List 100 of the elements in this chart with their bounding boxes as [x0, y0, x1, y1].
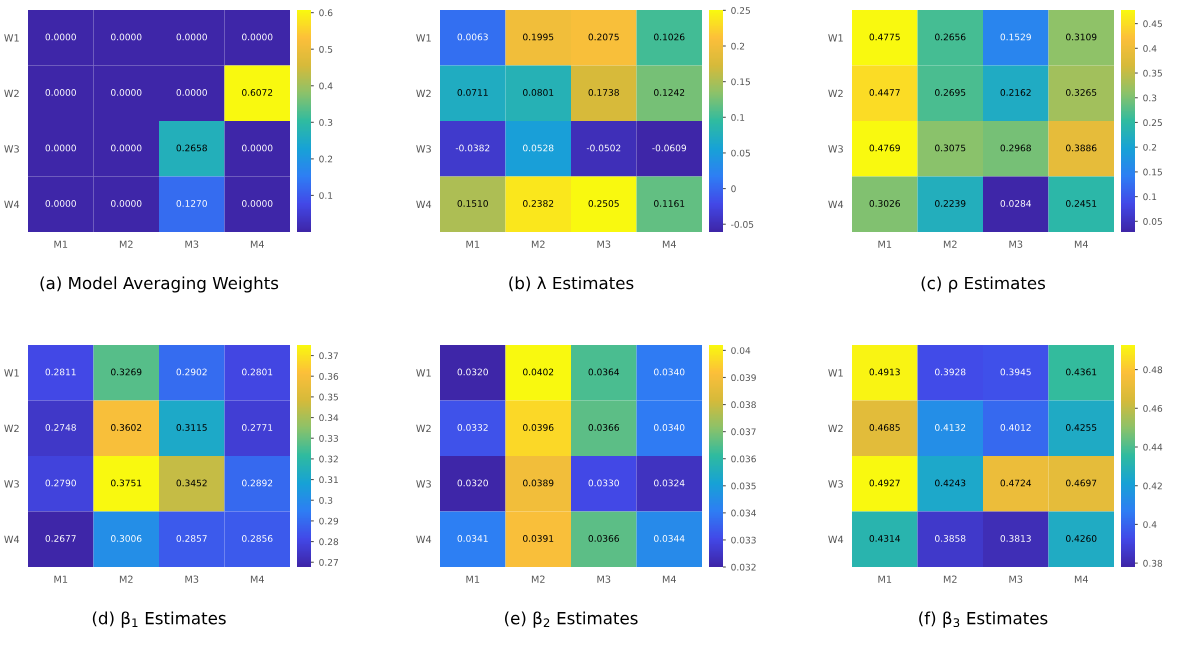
data-label: 0.3751: [111, 479, 142, 487]
data-label: 0.0324: [654, 479, 685, 487]
text: (a) Model Averaging Weights: [40, 276, 279, 293]
data-label: 0.2811: [45, 368, 76, 376]
x-tick-label: M1: [54, 575, 68, 583]
y-tick-label: W2: [416, 424, 431, 432]
data-label: 0.4697: [1066, 479, 1097, 487]
data-label: 0.0332: [457, 424, 488, 431]
color-bar-label: 0.1: [319, 192, 333, 199]
data-label: 0.0389: [523, 479, 554, 487]
data-label: 0.0320: [457, 368, 488, 376]
color-bar-label: 0.37: [319, 352, 338, 360]
data-label: 0.2382: [523, 200, 554, 207]
color-bar-label: 0.4: [1143, 45, 1157, 52]
y-tick-label: W4: [828, 200, 844, 208]
data-label: 0.1738: [588, 89, 619, 96]
data-label: 0.3269: [111, 368, 142, 376]
data-label: 0.0000: [176, 33, 207, 41]
x-tick-label: M1: [54, 240, 68, 248]
y-tick-label: W4: [416, 200, 432, 208]
data-label: 0.3026: [869, 200, 900, 207]
data-label: 0.4477: [869, 89, 900, 96]
color-bar-label: 0.5: [319, 45, 333, 53]
data-label: 0.1242: [654, 89, 685, 96]
data-label: 0.3452: [176, 479, 207, 487]
data-label: 0.0320: [457, 479, 488, 487]
color-bar-label: 0.034: [731, 509, 756, 517]
data-label: 0.0000: [176, 89, 207, 96]
data-label: 0.3928: [935, 368, 966, 376]
color-bar-label: 0.3: [319, 496, 333, 504]
data-label: 0.3075: [935, 144, 966, 152]
data-label: 0.1995: [523, 33, 554, 41]
y-tick-label: W1: [4, 369, 19, 377]
data-label: 0.0366: [588, 535, 619, 542]
data-label: 0.0340: [654, 424, 685, 431]
data-label: 0.1270: [176, 200, 207, 207]
y-tick-label: W4: [828, 535, 844, 543]
y-tick-label: W3: [416, 480, 431, 488]
data-label: 0.2801: [242, 368, 273, 376]
x-tick-label: M1: [466, 575, 480, 583]
y-tick-label: W2: [828, 89, 843, 97]
x-tick-label: M4: [662, 240, 676, 248]
data-label: 0.4260: [1066, 535, 1097, 542]
y-tick-label: W1: [416, 369, 431, 377]
data-label: 0.6072: [242, 89, 273, 96]
data-label: 0.1161: [654, 200, 685, 207]
color-bar-label: 0.039: [731, 374, 756, 382]
data-label: 0.3886: [1066, 144, 1097, 152]
y-tick-label: W4: [4, 535, 20, 543]
color-bar-label: 0.4: [1143, 521, 1157, 528]
data-label: 0.4769: [869, 144, 900, 152]
x-tick-label: M1: [466, 240, 480, 248]
color-bar-label: 0.34: [319, 414, 339, 422]
text: (e) β$_{2}$ Estimates: [505, 611, 638, 628]
color-bar-label: 0.44: [1143, 443, 1163, 451]
data-label: 0.0366: [588, 424, 619, 431]
color-bar-label: 0.35: [1143, 69, 1162, 77]
x-tick-label: M3: [1009, 575, 1023, 583]
data-label: 0.2892: [242, 479, 273, 487]
color-bar-label: 0.032: [731, 563, 756, 571]
x-tick-label: M2: [531, 240, 545, 248]
data-label: 0.0000: [45, 33, 76, 41]
data-label: -0.0502: [586, 144, 621, 152]
x-tick-label: M3: [185, 575, 199, 583]
data-label: 0.4243: [935, 479, 966, 487]
color-bar-label: 0.38: [1143, 559, 1163, 567]
data-label: 0.0000: [45, 144, 76, 152]
color-bar-label: 0.27: [319, 558, 338, 566]
color-bar-label: 0.36: [319, 372, 339, 380]
color-bar-label: -0.05: [731, 220, 754, 228]
color-bar-label: 0.035: [731, 482, 756, 490]
data-label: 0.0364: [588, 368, 620, 376]
data-label: 0.2505: [588, 200, 619, 207]
y-tick-label: W2: [416, 89, 431, 97]
data-label: -0.0382: [455, 144, 490, 152]
y-tick-label: W2: [4, 424, 19, 432]
data-label: 0.0000: [45, 89, 76, 96]
data-label: 0.0711: [457, 89, 488, 96]
x-tick-label: M2: [943, 575, 957, 583]
data-label: 0.0344: [654, 535, 685, 542]
x-tick-label: M3: [597, 575, 611, 583]
data-label: 0.0330: [588, 479, 619, 487]
color-bar-label: 0.25: [731, 7, 750, 14]
data-label: 0.2857: [176, 535, 207, 542]
color-bar-label: 0.2: [731, 42, 745, 50]
color-bar-label: 0.3: [319, 119, 333, 126]
data-label: 0.0391: [523, 535, 554, 542]
color-bar-label: 0.2: [319, 155, 333, 163]
data-label: 0.3265: [1066, 89, 1097, 96]
data-label: 0.0000: [45, 200, 76, 207]
x-tick-label: M4: [662, 575, 676, 583]
data-label: 0.4685: [869, 424, 900, 431]
x-tick-label: M4: [1074, 575, 1088, 583]
color-bar-label: 0.05: [731, 149, 750, 157]
data-label: 0.2451: [1066, 200, 1097, 207]
data-label: 0.4724: [1000, 479, 1032, 487]
color-bar-label: 0.32: [319, 455, 338, 463]
data-label: 0.3813: [1000, 535, 1031, 542]
y-tick-label: W1: [828, 34, 843, 42]
color-bar-label: 0.3: [1143, 94, 1157, 102]
